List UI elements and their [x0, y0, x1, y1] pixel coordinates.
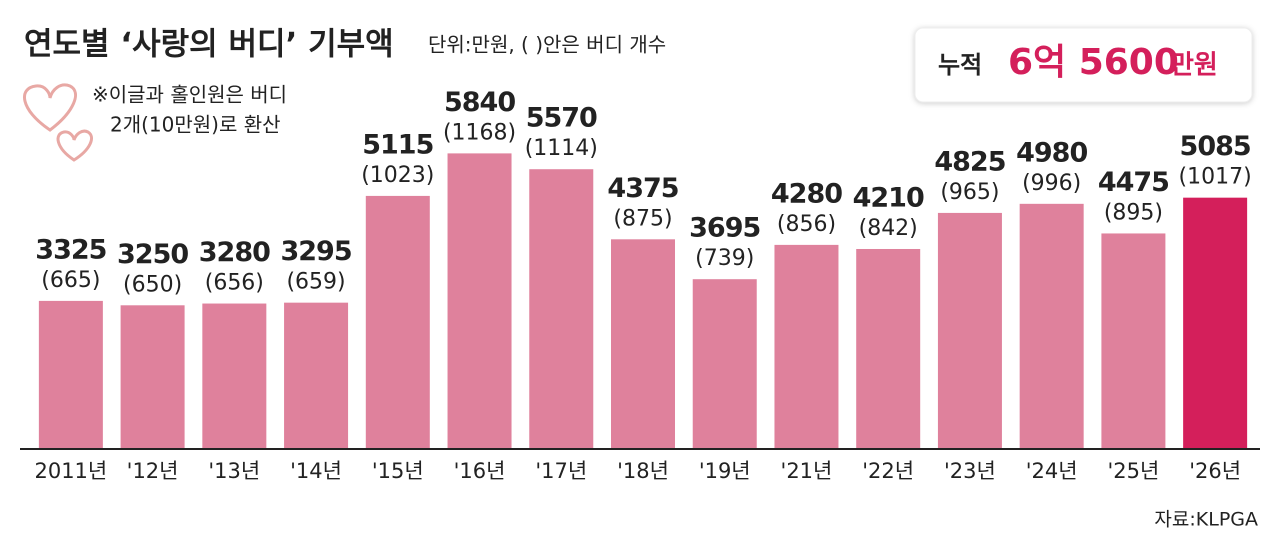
x-tick-label: '26년	[1189, 459, 1241, 483]
count-label: (1023)	[361, 163, 434, 188]
count-label: (965)	[940, 180, 999, 205]
bar	[284, 302, 349, 449]
note: 2개(10만원)로 환산	[110, 113, 281, 137]
bar	[120, 305, 185, 449]
bar	[447, 153, 512, 449]
bar	[365, 195, 430, 449]
bar	[611, 239, 675, 449]
count-label: (650)	[123, 272, 182, 297]
count-label: (659)	[286, 270, 345, 295]
value-label: 3280	[199, 237, 270, 268]
bar	[937, 212, 1002, 449]
x-tick-label: '24년	[1026, 459, 1078, 483]
note: ※이글과 홀인원은 버디	[92, 83, 287, 107]
x-tick-label: '19년	[699, 459, 751, 483]
x-tick-label: '13년	[208, 459, 260, 483]
count-label: (665)	[41, 268, 100, 293]
x-tick-label: '25년	[1107, 459, 1159, 483]
heart	[56, 129, 93, 162]
value-label: 3295	[280, 236, 351, 267]
value-label: 5570	[526, 103, 597, 134]
count-label: (1168)	[443, 120, 516, 145]
value-label: 4375	[607, 173, 678, 204]
value-label: 4980	[1016, 137, 1087, 168]
value-label: 4210	[853, 182, 924, 213]
heart	[23, 83, 77, 132]
total-box	[914, 27, 1253, 103]
total-amount: 6억 5600	[1008, 42, 1179, 83]
value-label: 4280	[771, 178, 842, 209]
count-label: (875)	[613, 206, 672, 231]
bar	[1101, 233, 1166, 449]
chart-subtitle: 단위:만원, ( )안은 버디 개수	[428, 33, 666, 57]
x-tick-label: '16년	[454, 459, 506, 483]
chart-title: 연도별 ‘사랑의 버디’ 기부액	[24, 27, 394, 63]
total-label: 누적	[938, 51, 982, 79]
x-tick-label: '12년	[127, 459, 179, 483]
bar	[529, 169, 594, 449]
value-label: 3250	[117, 239, 188, 270]
count-label: (739)	[695, 246, 754, 271]
hearts	[23, 83, 93, 162]
bar	[774, 244, 839, 449]
count-label: (1114)	[525, 136, 598, 161]
bar	[856, 248, 921, 449]
value-label: 3325	[35, 234, 106, 265]
count-label: (1017)	[1179, 165, 1252, 190]
x-tick-label: '21년	[781, 459, 833, 483]
value-label: 3695	[689, 213, 760, 244]
value-label: 5115	[362, 129, 433, 160]
value-label: 5085	[1180, 131, 1251, 162]
x-tick-label: '15년	[372, 459, 424, 483]
bar	[692, 279, 757, 449]
x-tick-label: '18년	[617, 459, 669, 483]
total-unit: 만원	[1170, 51, 1218, 81]
source: 자료:KLPGA	[1154, 509, 1258, 531]
value-label: 4825	[934, 146, 1005, 177]
count-label: (856)	[777, 212, 836, 237]
value-label: 5840	[444, 87, 515, 118]
bar	[1183, 197, 1248, 449]
x-tick-label: 2011년	[34, 459, 107, 483]
x-tick-label: '17년	[535, 459, 587, 483]
x-tick-label: '23년	[944, 459, 996, 483]
count-label: (656)	[205, 271, 264, 296]
x-tick-label: '22년	[862, 459, 914, 483]
bar	[38, 300, 103, 449]
count-label: (842)	[859, 216, 918, 241]
value-label: 4475	[1098, 167, 1169, 198]
bar	[1019, 203, 1084, 449]
x-tick-label: '14년	[290, 459, 342, 483]
count-label: (996)	[1022, 171, 1081, 196]
bar	[202, 303, 267, 449]
count-label: (895)	[1104, 200, 1163, 225]
